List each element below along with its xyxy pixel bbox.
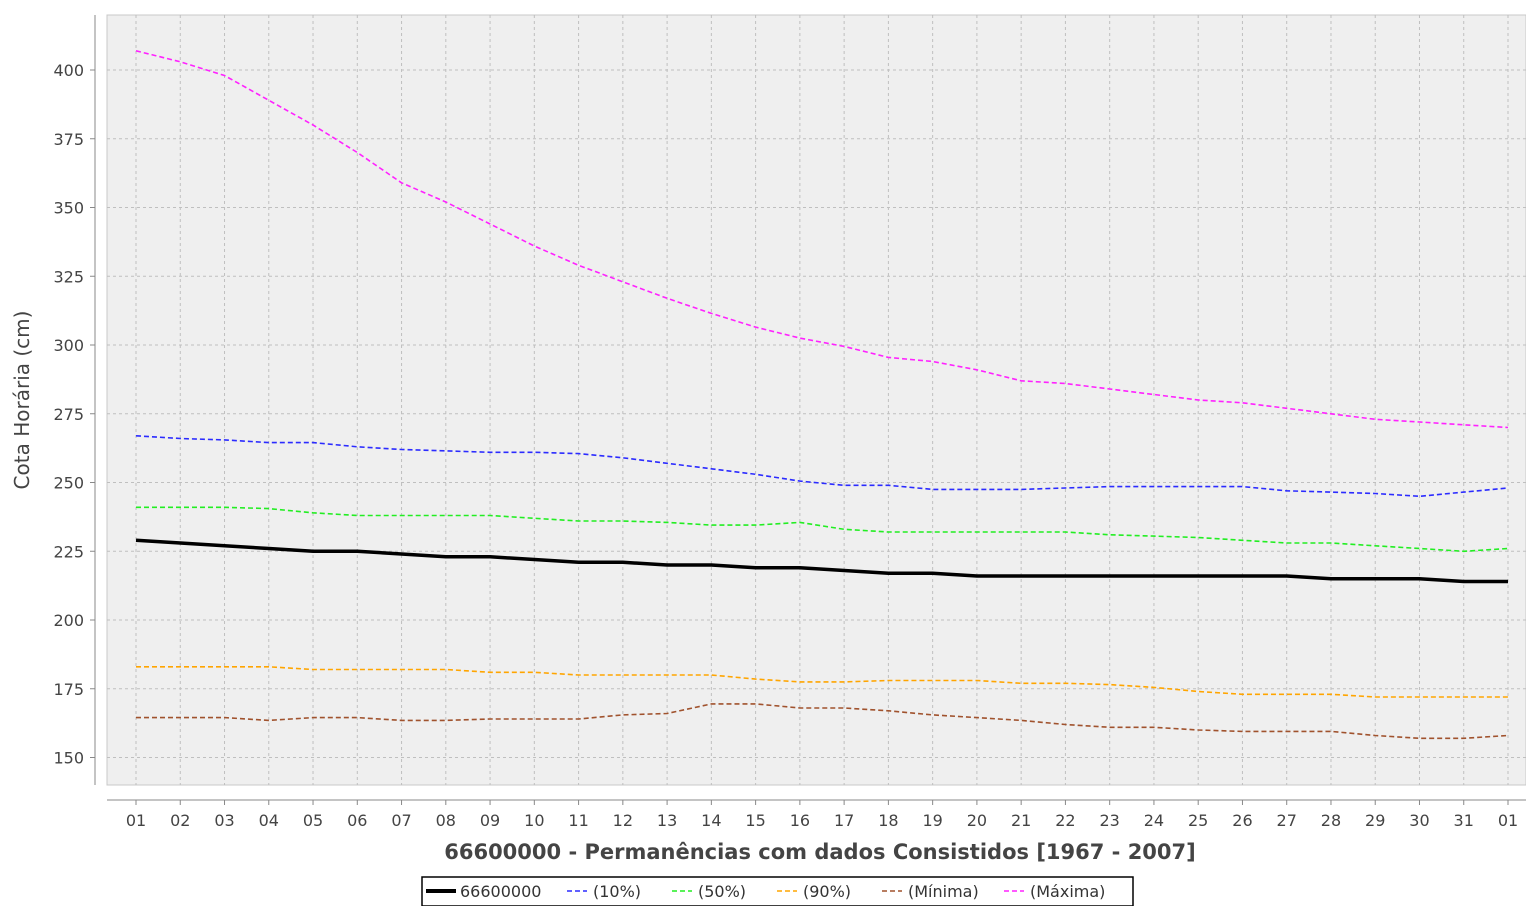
x-tick-label: 25 [1188,811,1208,830]
x-tick-label: 27 [1277,811,1297,830]
x-tick-label: 10 [524,811,544,830]
series-line [136,506,1509,553]
x-tick-label: 26 [1232,811,1252,830]
legend-label: (90%) [803,882,851,901]
x-tick-label: 09 [480,811,500,830]
x-tick-label: 05 [303,811,323,830]
x-tick-label: 23 [1099,811,1119,830]
x-tick-label: 07 [391,811,411,830]
x-tick-label: 01 [1498,811,1518,830]
grid [107,15,1526,785]
y-tick-label: 400 [53,61,84,80]
x-tick-label: 13 [657,811,677,830]
x-axis-title: 66600000 - Permanências com dados Consis… [444,840,1196,864]
x-tick-label: 11 [568,811,588,830]
x-tick-label: 20 [967,811,987,830]
x-tick-label: 12 [613,811,633,830]
y-axis: 150 175 200 225 250 275 300 325 350 375 400 [53,61,95,768]
x-tick-label: 04 [259,811,279,830]
legend-label: (Máxima) [1030,882,1105,901]
x-tick-label: 24 [1144,811,1164,830]
x-tick-label: 15 [745,811,765,830]
x-tick-label: 17 [834,811,854,830]
x-tick-label: 06 [347,811,367,830]
x-tick-label: 01 [126,811,146,830]
y-axis-title: Cota Horária (cm) [10,311,34,490]
x-tick-label: 19 [922,811,942,830]
x-tick-label: 14 [701,811,721,830]
y-tick-label: 150 [53,749,84,768]
series-group [135,50,1509,740]
x-tick-label: 31 [1454,811,1474,830]
y-tick-label: 350 [53,199,84,218]
legend-label: (50%) [698,882,746,901]
y-tick-label: 325 [53,267,84,286]
y-tick-label: 275 [53,405,84,424]
y-tick-label: 225 [53,542,84,561]
x-tick-label: 03 [214,811,234,830]
x-tick-label: 28 [1321,811,1341,830]
y-tick-label: 200 [53,611,84,630]
y-tick-label: 250 [53,474,84,493]
y-tick-label: 300 [53,336,84,355]
y-tick-label: 175 [53,680,84,699]
x-tick-label: 29 [1365,811,1385,830]
x-tick-label: 02 [170,811,190,830]
series-line [135,50,1509,429]
series-line [135,538,1508,584]
legend-label: (Mínima) [908,882,979,901]
x-tick-label: 16 [790,811,810,830]
x-tick-label: 08 [436,811,456,830]
series-line [136,703,1509,740]
series-line [135,435,1509,498]
legend-label: 66600000 [460,882,541,901]
series-line [136,665,1508,698]
x-tick-label: 22 [1055,811,1075,830]
x-tick-label: 30 [1409,811,1429,830]
legend-label: (10%) [593,882,641,901]
x-tick-label: 21 [1011,811,1031,830]
y-tick-label: 375 [53,130,84,149]
x-tick-label: 18 [878,811,898,830]
legend: 66600000 (10%) (50%) (90%) (Mínima) (Máxima) [421,876,1134,906]
plot-area [106,14,1526,786]
x-axis: 01 02 03 04 05 06 07 08 09 10 11 12 13 14 15 16 17 18 19 20… [126,800,1518,830]
